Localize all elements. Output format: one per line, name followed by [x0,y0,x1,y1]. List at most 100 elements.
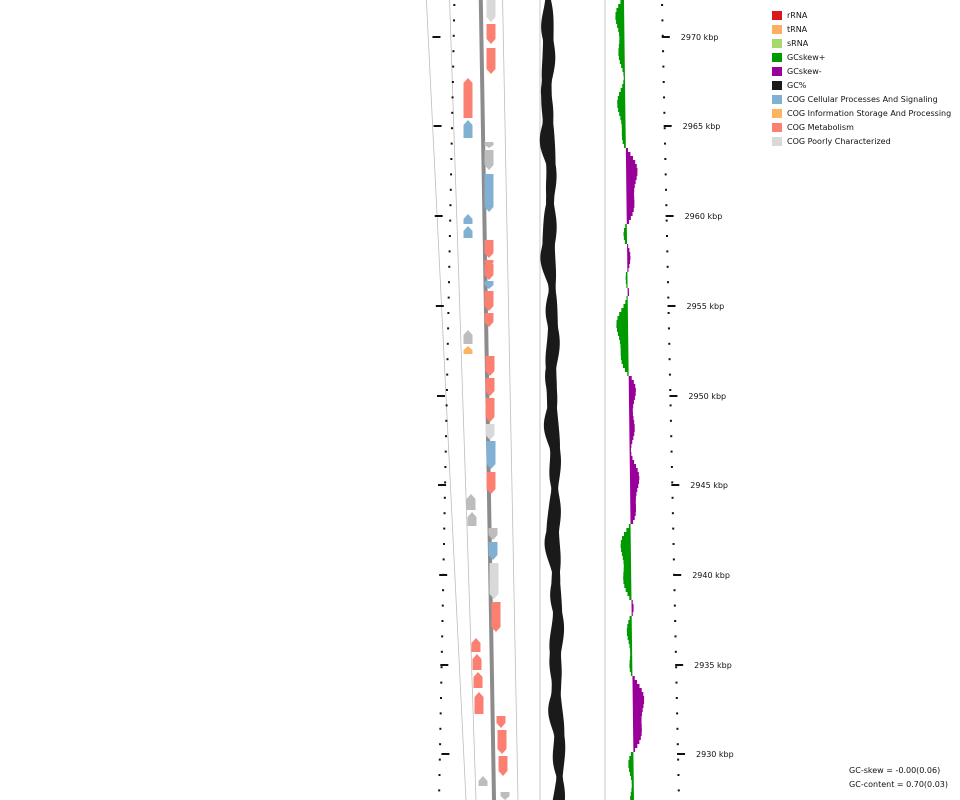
gc-skew-bar [631,604,634,608]
gc-skew-bar [623,80,625,84]
gc-skew-bar [627,624,632,628]
gene-feature [463,120,473,138]
scale-dot-left [448,250,451,253]
scale-dot-right [665,219,668,222]
gc-skew-bar [633,732,642,736]
gc-skew-bar [619,336,629,340]
gc-skew-bar [623,564,632,568]
gc-skew-bar [626,172,638,176]
gc-skew-bar [629,420,635,424]
legend: rRNA tRNA sRNA GCskew+ GCskew- GC% COG C… [772,8,951,148]
scale-dot-right [671,512,674,515]
gc-skew-bar [623,568,632,572]
scale-dot-left [447,312,450,314]
legend-item-cog-cellular: COG Cellular Processes And Signaling [772,92,951,106]
gc-skew-bar [626,196,635,200]
gc-skew-bar [629,476,640,480]
major-tick-left [435,305,444,307]
gc-skew-bar [631,784,634,788]
gc-skew-bar [626,212,633,216]
gene-feature [463,226,473,238]
scale-dot-left [450,158,453,160]
scale-dot-left [442,543,445,545]
gc-skew-bar [623,560,631,564]
gc-skew-bar [630,512,636,516]
gc-skew-bar [629,768,634,772]
gc-skew-bar [630,488,638,492]
gc-skew-bar [617,96,626,100]
gene-feature [484,264,494,280]
gc-skew-bar [627,248,630,252]
scale-dot-left [440,650,443,653]
scale-dot-right [672,558,675,561]
scale-dot-left [451,96,454,99]
scale-dot-left [448,235,451,237]
gc-skew-bar [630,504,636,508]
scale-dot-left [439,712,442,715]
gene-feature [463,330,473,344]
gene-feature [471,638,481,652]
gc-skew-bar [616,324,629,328]
scale-dot-right [665,204,668,207]
gc-content-track [539,0,566,800]
gc-skew-bar [619,112,626,116]
gene-features [463,0,510,800]
gc-skew-bar [629,664,633,668]
scale-dot-right [674,650,677,653]
scale-dot-right [661,34,664,37]
gc-skew-bar [630,752,634,756]
gc-skew-bar [619,312,628,316]
scale-dot-right [677,789,680,792]
gc-skew-bar [616,320,628,324]
scale-dot-left [450,173,453,176]
scale-dot-right [668,373,671,376]
legend-label: tRNA [787,24,808,34]
scale-dot-right [661,4,664,6]
gc-skew-bar [625,280,628,284]
gc-skew-bar [627,636,632,640]
legend-swatch [772,94,782,104]
scale-dot-left [438,758,441,761]
gc-skew-bar [623,304,628,308]
gc-skew-bar [625,156,633,160]
gene-feature [486,48,496,74]
gc-skew-bar [624,240,627,244]
scale-dot-left [449,219,452,222]
gc-skew-bar [627,256,631,260]
major-tick-left [440,664,449,666]
scale-dot-left [450,127,453,130]
gc-skew-bar [629,440,633,444]
gc-skew-bar [631,788,634,792]
gc-skew-bar [622,556,631,560]
tick-label: 2940 kbp [692,571,730,580]
gc-skew-bar [623,76,625,80]
major-tick-left [433,125,442,127]
gc-skew-bar [632,680,638,684]
gc-skew-bar [628,392,636,396]
gc-skew-bar [631,776,634,780]
legend-item-gcskew-minus: GCskew- [772,64,951,78]
scale-dot-right [675,666,678,669]
gc-skew-bar [622,536,631,540]
tick-label: 2930 kbp [696,750,734,759]
gc-skew-bar [632,676,635,680]
gc-skew-bar [627,244,629,248]
gc-skew-bar [626,216,631,220]
gc-skew-bar [621,128,626,132]
major-tick-right [671,484,680,486]
major-tick-right [667,305,676,307]
gene-feature [486,441,496,469]
gc-skew-bar [628,376,632,380]
gc-skew-bar [620,356,629,360]
gc-skew-bar [626,184,635,188]
gc-skew-bar [618,48,625,52]
scale-dot-right [667,312,670,314]
scale-dot-left [441,635,444,638]
gc-skew-bar [628,760,634,764]
scale-dot-right [666,281,669,284]
scale-dot-right [673,589,676,592]
major-tick-left [439,574,448,576]
gc-skew-bar [629,424,635,428]
gc-skew-bar [628,388,636,392]
tick-label: 2970 kbp [681,33,719,42]
